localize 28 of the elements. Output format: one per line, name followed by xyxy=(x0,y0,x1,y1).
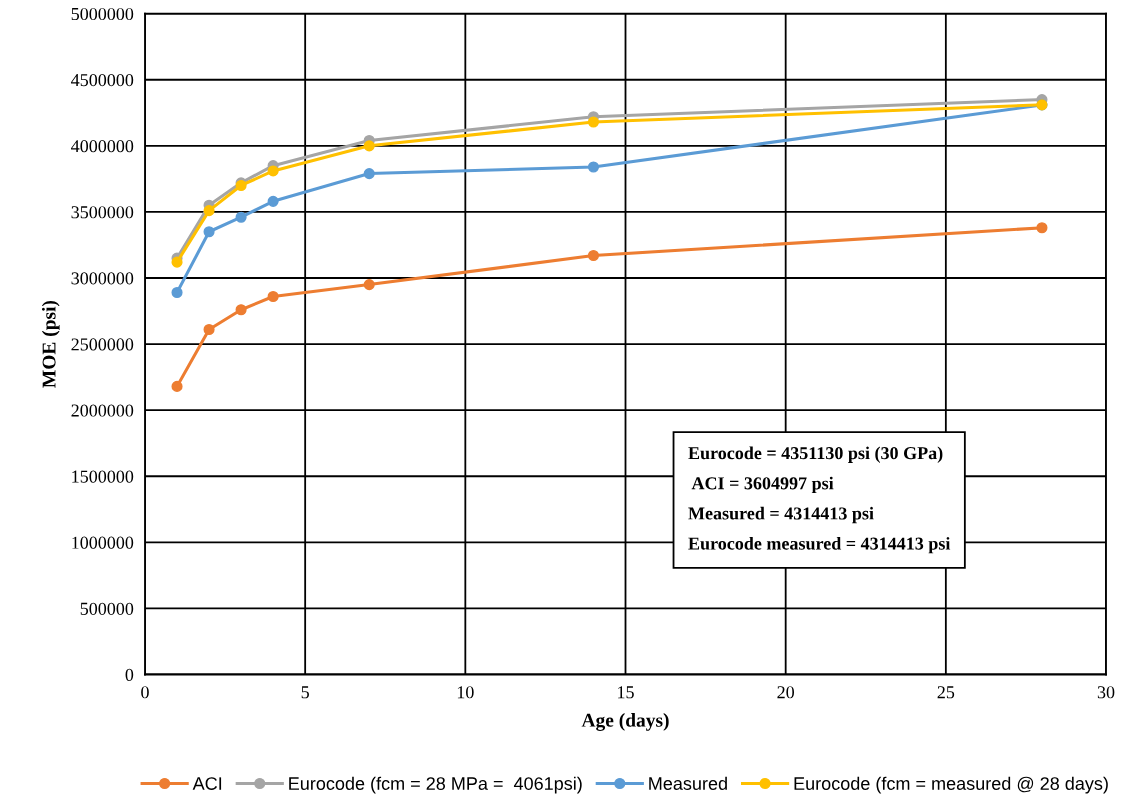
y-tick-label: 2000000 xyxy=(71,404,134,417)
y-tick-label: 500000 xyxy=(80,602,134,615)
x-tick-label: 5 xyxy=(301,686,309,699)
x-axis-title: Age (days) xyxy=(581,713,669,731)
legend-label: ACI xyxy=(192,777,222,790)
x-tick-label: 0 xyxy=(141,686,149,699)
y-tick-label: 2500000 xyxy=(71,338,134,351)
y-tick-label: 3500000 xyxy=(71,206,134,219)
y-tick-label: 0 xyxy=(125,668,134,681)
legend-label: Eurocode (fcm = measured @ 28 days) xyxy=(794,776,1108,794)
y-tick-label: 4000000 xyxy=(71,140,134,153)
annotation: Measured = 4314413 psi xyxy=(688,506,874,524)
y-tick-label: 3000000 xyxy=(71,272,134,285)
y-tick-label: 4500000 xyxy=(71,74,134,87)
x-tick-label: 25 xyxy=(937,686,955,699)
annotation: Eurocode measured = 4314413 psi xyxy=(688,536,951,554)
y-tick-label: 1500000 xyxy=(72,470,134,483)
x-tick-label: 30 xyxy=(1097,686,1115,699)
annotation: Eurocode = 4351130 psi (30 GPa) xyxy=(688,446,943,463)
y-axis-title: MOE (psi) xyxy=(41,300,60,388)
y-tick-label: 5000000 xyxy=(71,7,134,21)
x-tick-label: 10 xyxy=(457,686,474,699)
y-tick-label: 1000000 xyxy=(72,536,134,549)
x-tick-label: 15 xyxy=(618,686,634,699)
legend-label: Eurocode (fcm = 28 MPa = 4061psi) xyxy=(289,776,582,794)
legend-label: Measured xyxy=(649,776,727,790)
x-tick-label: 20 xyxy=(777,686,795,699)
annotation: ACI = 3604997 psi xyxy=(691,476,834,494)
